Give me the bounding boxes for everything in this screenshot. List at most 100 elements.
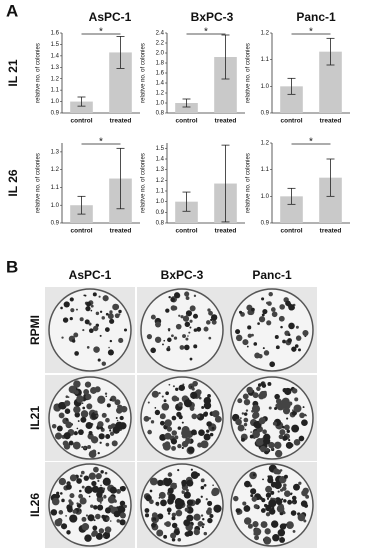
colony-dish — [227, 375, 317, 461]
colony — [109, 310, 113, 314]
colony — [100, 502, 102, 504]
error-bar — [182, 98, 191, 108]
colony — [278, 315, 285, 322]
colony — [269, 361, 276, 368]
colony — [79, 497, 87, 505]
colony — [299, 412, 305, 419]
colony — [195, 498, 201, 504]
error-bar — [287, 187, 296, 205]
colony — [242, 339, 249, 346]
colony — [262, 308, 268, 315]
colony — [275, 470, 279, 474]
colony — [298, 348, 301, 352]
colony — [101, 361, 107, 366]
colony — [270, 307, 276, 312]
colony — [105, 312, 109, 316]
colony — [118, 309, 122, 314]
colony — [64, 408, 71, 414]
colony — [209, 432, 214, 437]
y-tick-label: 1.1 — [51, 88, 60, 94]
colony — [242, 501, 247, 506]
y-tick-label: 1.6 — [51, 31, 60, 37]
colony — [54, 518, 63, 527]
colony — [177, 426, 182, 430]
colony — [281, 530, 284, 532]
colony — [83, 294, 86, 297]
y-tick-label: 1.1 — [156, 189, 165, 195]
y-tick-label: 1.2 — [261, 141, 270, 147]
y-axis-label: relative no. of colonies — [141, 43, 147, 103]
colony — [69, 493, 75, 499]
colony — [147, 401, 150, 404]
colony — [91, 449, 97, 454]
colony — [262, 347, 265, 350]
colony — [99, 426, 104, 430]
colony — [119, 519, 126, 526]
colony — [277, 528, 286, 537]
colony — [258, 316, 266, 323]
row-title: RPMI — [28, 315, 42, 345]
bar — [109, 52, 132, 113]
colony — [146, 334, 153, 340]
colony — [88, 322, 92, 326]
colony — [68, 440, 74, 446]
colony — [189, 405, 195, 411]
colony — [196, 326, 202, 332]
colony — [297, 513, 306, 522]
colony — [105, 395, 108, 398]
colony — [286, 417, 289, 420]
colony — [158, 392, 161, 395]
colony — [175, 387, 179, 391]
colony — [96, 491, 103, 498]
colony — [171, 430, 177, 436]
colony — [201, 414, 205, 417]
colony — [186, 499, 194, 506]
colony — [166, 426, 173, 432]
colony — [203, 411, 209, 416]
error-bar — [77, 96, 86, 107]
colony — [283, 474, 288, 479]
colony — [56, 425, 63, 432]
colony — [288, 439, 291, 442]
colony — [56, 494, 60, 499]
colony — [265, 485, 273, 493]
colony — [258, 417, 266, 425]
colony — [109, 398, 113, 402]
colony — [69, 317, 73, 321]
colony — [184, 321, 191, 328]
colony — [287, 499, 293, 505]
colony — [63, 432, 71, 440]
colony — [105, 517, 110, 521]
colony — [190, 429, 197, 436]
colony — [200, 440, 209, 449]
colony — [189, 357, 193, 361]
colony — [244, 519, 248, 523]
colony — [69, 297, 74, 302]
y-axis-label: relative no. of colonies — [246, 43, 252, 103]
y-tick-label: 0.9 — [261, 221, 270, 227]
colony — [81, 402, 84, 404]
colony — [207, 500, 213, 507]
y-tick-label: 1.4 — [156, 81, 165, 87]
colony — [166, 507, 172, 513]
colony — [261, 297, 265, 301]
colony — [263, 503, 268, 508]
x-tick-label: treated — [215, 228, 237, 235]
colony — [178, 402, 183, 407]
colony — [102, 295, 109, 302]
y-tick-label: 0.9 — [156, 210, 165, 216]
colony — [283, 483, 287, 488]
colony — [170, 438, 178, 445]
colony — [119, 500, 126, 506]
colony — [109, 318, 115, 324]
colony — [90, 411, 99, 420]
colony — [294, 397, 299, 402]
y-tick-label: 1.8 — [156, 61, 165, 67]
colony — [291, 424, 300, 433]
colony — [207, 517, 213, 524]
colony — [97, 395, 106, 404]
colony — [277, 490, 280, 493]
colony — [98, 433, 105, 440]
colony — [62, 440, 69, 447]
colony — [242, 393, 249, 400]
